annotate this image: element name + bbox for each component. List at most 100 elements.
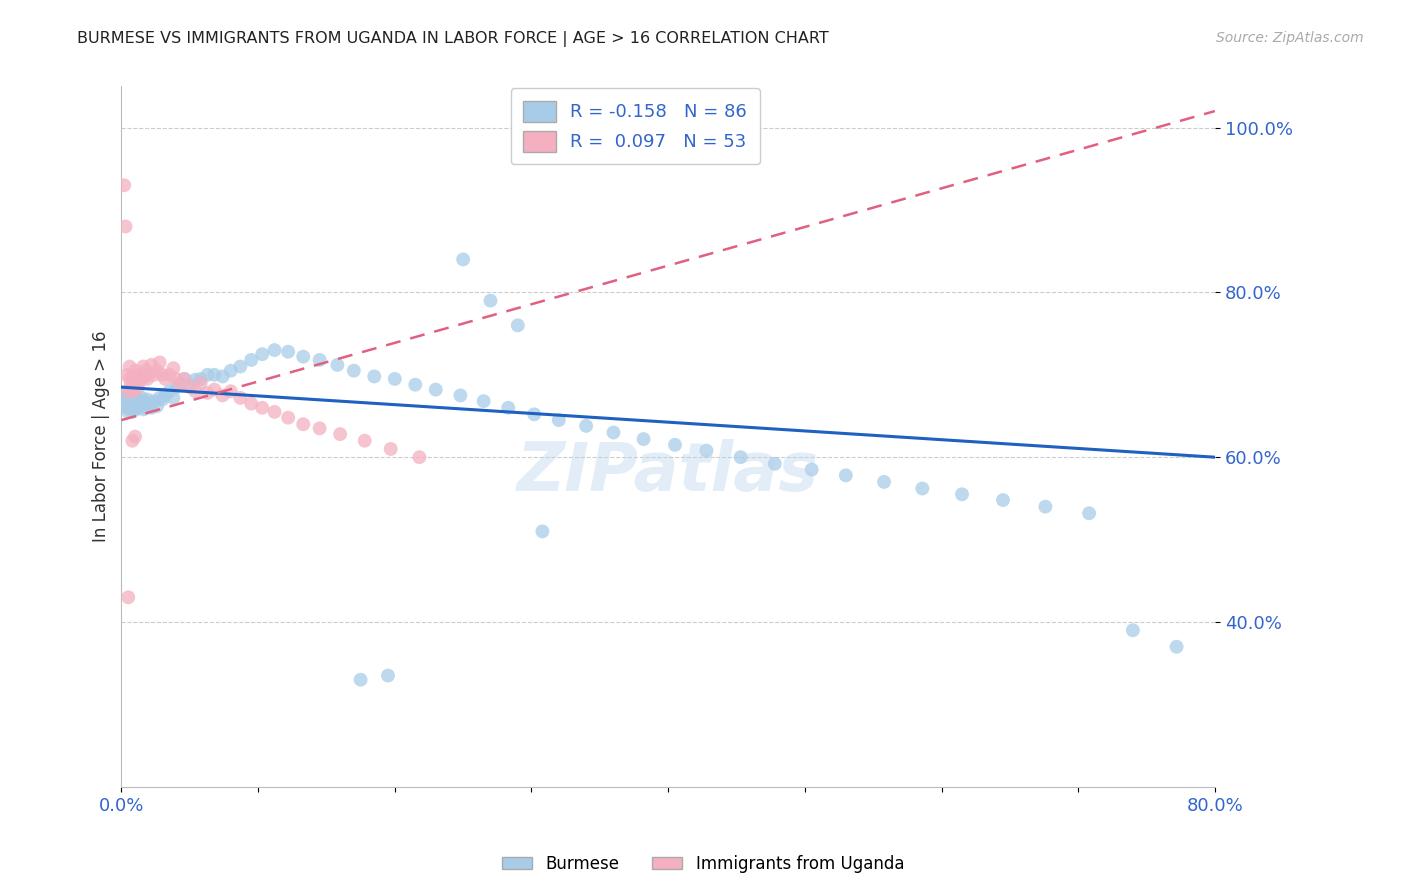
Point: [363, 369, 385, 384]
Point: [152, 392, 174, 407]
Point: [506, 318, 529, 333]
Point: [117, 591, 139, 605]
Point: [132, 402, 155, 417]
Point: [496, 401, 519, 415]
Point: [211, 388, 233, 402]
Point: [308, 421, 330, 435]
Point: [800, 462, 823, 476]
Point: [184, 373, 207, 387]
Point: [162, 391, 184, 405]
Point: [141, 401, 163, 415]
Point: [134, 396, 156, 410]
Point: [292, 350, 315, 364]
Point: [115, 368, 138, 382]
Point: [121, 372, 143, 386]
Point: [152, 368, 174, 382]
Point: [136, 372, 159, 386]
Point: [219, 384, 242, 399]
Point: [162, 361, 184, 376]
Point: [143, 394, 166, 409]
Point: [451, 252, 474, 267]
Point: [664, 438, 686, 452]
Point: [127, 380, 149, 394]
Legend: Burmese, Immigrants from Uganda: Burmese, Immigrants from Uganda: [495, 848, 911, 880]
Point: [157, 384, 180, 399]
Point: [127, 401, 149, 415]
Point: [219, 364, 242, 378]
Point: [157, 368, 180, 382]
Point: [353, 434, 375, 448]
Point: [349, 673, 371, 687]
Point: [131, 391, 153, 405]
Point: [153, 372, 176, 386]
Point: [122, 384, 145, 399]
Point: [128, 397, 150, 411]
Point: [120, 401, 142, 415]
Text: Source: ZipAtlas.com: Source: ZipAtlas.com: [1216, 31, 1364, 45]
Point: [122, 401, 145, 415]
Point: [1078, 506, 1101, 520]
Point: [125, 369, 148, 384]
Point: [121, 394, 143, 409]
Point: [202, 368, 225, 382]
Point: [179, 380, 201, 394]
Point: [404, 377, 426, 392]
Point: [229, 391, 252, 405]
Y-axis label: In Labor Force | Age > 16: In Labor Force | Age > 16: [93, 331, 110, 542]
Point: [117, 384, 139, 399]
Point: [575, 418, 598, 433]
Point: [124, 429, 146, 443]
Point: [602, 425, 624, 440]
Point: [115, 401, 138, 415]
Legend: R = -0.158   N = 86, R =  0.097   N = 53: R = -0.158 N = 86, R = 0.097 N = 53: [510, 88, 759, 164]
Point: [114, 219, 136, 234]
Point: [118, 359, 141, 374]
Point: [479, 293, 502, 308]
Point: [114, 392, 136, 407]
Point: [329, 427, 352, 442]
Point: [118, 384, 141, 399]
Point: [633, 432, 655, 446]
Point: [277, 410, 299, 425]
Point: [124, 402, 146, 417]
Point: [128, 375, 150, 389]
Point: [197, 368, 219, 382]
Point: [190, 376, 212, 390]
Point: [377, 668, 399, 682]
Point: [169, 376, 191, 390]
Point: [124, 376, 146, 390]
Point: [127, 391, 149, 405]
Point: [343, 364, 366, 378]
Point: [129, 368, 152, 382]
Point: [173, 372, 195, 386]
Point: [115, 384, 138, 399]
Point: [141, 358, 163, 372]
Point: [138, 397, 160, 411]
Point: [408, 450, 430, 465]
Point: [138, 368, 160, 382]
Point: [472, 394, 495, 409]
Point: [190, 372, 212, 386]
Point: [873, 475, 896, 489]
Point: [173, 372, 195, 386]
Point: [523, 408, 546, 422]
Point: [1122, 624, 1144, 638]
Point: [117, 405, 139, 419]
Point: [326, 358, 349, 372]
Point: [121, 434, 143, 448]
Point: [1035, 500, 1057, 514]
Point: [135, 364, 157, 378]
Point: [149, 391, 172, 405]
Point: [531, 524, 554, 539]
Point: [263, 405, 285, 419]
Point: [146, 399, 169, 413]
Point: [277, 344, 299, 359]
Point: [132, 359, 155, 374]
Point: [197, 385, 219, 400]
Point: [165, 372, 187, 386]
Point: [911, 482, 934, 496]
Point: [763, 457, 786, 471]
Point: [835, 468, 858, 483]
Point: [991, 493, 1014, 508]
Point: [143, 368, 166, 382]
